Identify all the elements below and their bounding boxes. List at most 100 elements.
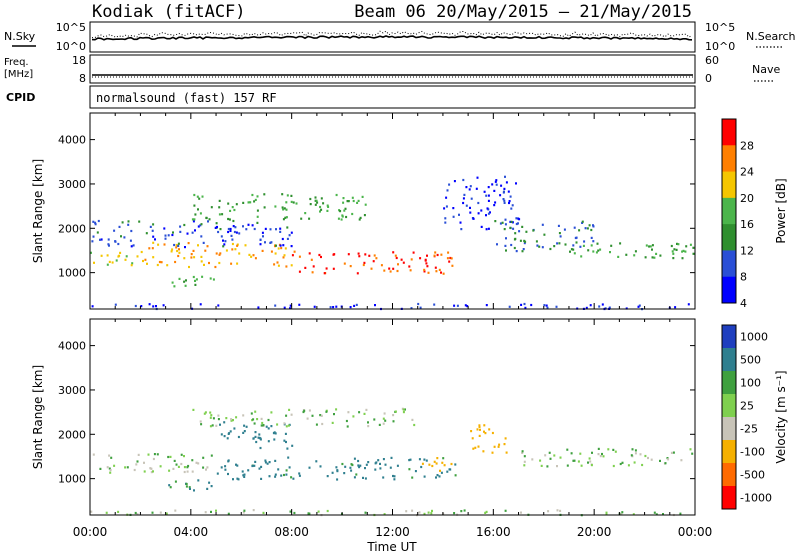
heatmap-cell — [608, 306, 611, 309]
heatmap-cell — [147, 453, 150, 456]
heatmap-cell — [168, 484, 171, 487]
heatmap-cell — [352, 415, 355, 418]
heatmap-cell — [274, 304, 277, 307]
heatmap-cell — [156, 263, 159, 267]
heatmap-cell — [177, 254, 180, 258]
heatmap-cell — [443, 207, 446, 210]
heatmap-cell — [280, 474, 283, 477]
heatmap-cell — [253, 200, 256, 203]
heatmap-cell — [191, 231, 194, 234]
heatmap-cell — [564, 243, 567, 246]
velocity-ylabel: Slant Range [km] — [31, 365, 45, 469]
heatmap-cell — [310, 258, 313, 261]
heatmap-cell — [589, 304, 592, 307]
heatmap-cell — [493, 204, 496, 207]
heatmap-cell — [425, 262, 428, 265]
heatmap-cell — [633, 461, 636, 464]
heatmap-cell — [295, 202, 298, 205]
heatmap-cell — [402, 261, 405, 264]
heatmap-cell — [648, 245, 651, 248]
heatmap-cell — [627, 464, 630, 467]
heatmap-cell — [510, 220, 513, 223]
heatmap-cell — [171, 233, 174, 237]
heatmap-cell — [209, 425, 212, 428]
heatmap-cell — [453, 304, 456, 307]
heatmap-cell — [353, 476, 356, 479]
heatmap-cell — [260, 477, 263, 480]
heatmap-cell — [681, 250, 684, 253]
heatmap-cell — [418, 458, 421, 461]
heatmap-cell — [433, 303, 436, 306]
heatmap-cell — [612, 464, 615, 468]
heatmap-cell — [341, 462, 344, 466]
heatmap-cell — [495, 179, 498, 182]
heatmap-cell — [609, 251, 611, 254]
heatmap-cell — [361, 195, 364, 198]
heatmap-cell — [454, 474, 457, 477]
heatmap-cell — [233, 230, 236, 234]
heatmap-cell — [289, 304, 292, 307]
heatmap-cell — [146, 262, 148, 265]
heatmap-cell — [187, 242, 190, 245]
heatmap-cell — [392, 420, 395, 423]
heatmap-cell — [286, 194, 289, 197]
heatmap-cell — [592, 250, 595, 253]
heatmap-cell — [352, 199, 355, 203]
heatmap-cell — [647, 456, 649, 460]
heatmap-cell — [270, 241, 273, 244]
heatmap-cell — [234, 226, 237, 229]
heatmap-cell — [359, 464, 362, 467]
heatmap-cell — [193, 193, 196, 197]
colorbar-swatch — [722, 250, 736, 278]
heatmap-cell — [471, 437, 474, 440]
heatmap-cell — [367, 425, 370, 428]
heatmap-cell — [632, 513, 635, 516]
heatmap-cell — [290, 200, 293, 203]
heatmap-cell — [691, 452, 694, 455]
heatmap-cell — [288, 466, 291, 469]
heatmap-cell — [445, 196, 448, 199]
heatmap-cell — [581, 221, 584, 224]
heatmap-cell — [336, 470, 339, 473]
heatmap-cell — [281, 193, 284, 196]
heatmap-cell — [383, 412, 386, 415]
heatmap-cell — [210, 454, 213, 457]
heatmap-cell — [374, 462, 377, 465]
heatmap-cell — [666, 457, 669, 460]
heatmap-cell — [590, 228, 593, 232]
nsky-label: N.Sky — [4, 30, 36, 43]
heatmap-cell — [313, 305, 316, 308]
velocity-panel: 1000 2000 3000 4000 Slant Range [km] 1000 50… — [31, 318, 788, 517]
heatmap-cell — [290, 231, 293, 234]
heatmap-cell — [194, 279, 196, 282]
heatmap-cell — [556, 509, 559, 512]
heatmap-cell — [309, 203, 312, 206]
power-cells — [90, 175, 695, 311]
heatmap-cell — [279, 227, 282, 230]
heatmap-cell — [215, 252, 218, 255]
heatmap-cell — [524, 240, 527, 243]
heatmap-cell — [286, 237, 289, 240]
heatmap-cell — [478, 434, 481, 437]
heatmap-cell — [153, 453, 156, 456]
heatmap-cell — [273, 438, 276, 441]
heatmap-cell — [692, 246, 695, 249]
heatmap-cell — [326, 204, 329, 207]
heatmap-cell — [242, 225, 244, 228]
heatmap-cell — [115, 259, 118, 262]
heatmap-cell — [231, 242, 234, 246]
heatmap-cell — [440, 471, 443, 474]
heatmap-cell — [268, 461, 271, 464]
heatmap-cell — [277, 468, 280, 471]
heatmap-cell — [204, 511, 207, 514]
colorbar-tick-label: -1000 — [740, 492, 772, 505]
heatmap-cell — [319, 465, 322, 468]
heatmap-cell — [188, 486, 191, 489]
cpid-strip: CPID normalsound (fast) 157 RF — [6, 85, 696, 109]
heatmap-cell — [183, 223, 186, 227]
time-tick-labels: 00:00 04:00 08:00 12:00 16:00 20:00 00:00 — [73, 525, 713, 539]
heatmap-cell — [515, 222, 518, 226]
heatmap-cell — [489, 211, 491, 214]
heatmap-cell — [684, 250, 687, 253]
heatmap-cell — [410, 307, 413, 310]
